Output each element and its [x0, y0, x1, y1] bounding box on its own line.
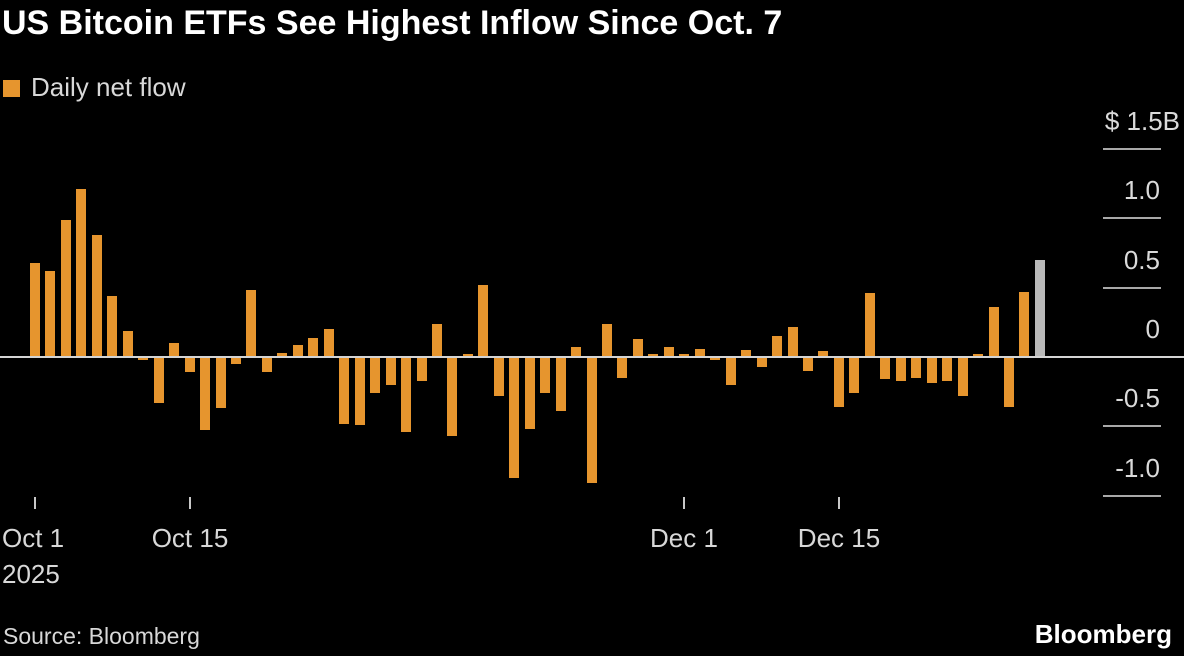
bloomberg-logo: Bloomberg [1034, 619, 1172, 649]
y-tick-label: 1.0 [1123, 175, 1160, 205]
bar [293, 345, 303, 357]
bar [849, 357, 859, 393]
bar [1019, 292, 1029, 357]
bar [788, 327, 798, 357]
bar [355, 357, 365, 425]
bar [231, 357, 241, 364]
y-gridline [1103, 148, 1161, 150]
y-gridline [1103, 287, 1161, 289]
bar [834, 357, 844, 407]
bar [1035, 260, 1045, 357]
bar [525, 357, 535, 429]
bar [200, 357, 210, 430]
y-gridline [1103, 425, 1161, 427]
bar [61, 220, 71, 357]
bar [154, 357, 164, 403]
bar [633, 339, 643, 357]
bar [277, 353, 287, 357]
bar [865, 293, 875, 357]
y-tick-label: $ 1.5B [1104, 106, 1180, 136]
bar [741, 350, 751, 357]
bar [308, 338, 318, 357]
bar [695, 349, 705, 357]
legend-swatch-icon [3, 80, 20, 97]
bar [45, 271, 55, 357]
bar [169, 343, 179, 357]
bar [896, 357, 906, 381]
bar [973, 354, 983, 357]
bar [571, 347, 581, 357]
bar [710, 357, 720, 360]
bar [648, 354, 658, 357]
x-tick-label: Dec 15 [797, 523, 881, 553]
y-tick-label: 0 [1145, 314, 1160, 344]
bar [958, 357, 968, 396]
bar [556, 357, 566, 411]
bar [417, 357, 427, 381]
x-tick [838, 497, 840, 509]
legend-label: Daily net flow [31, 72, 186, 102]
bar [602, 324, 612, 357]
bar [540, 357, 550, 393]
bar [262, 357, 272, 372]
bar [772, 336, 782, 357]
bar [494, 357, 504, 396]
bar [339, 357, 349, 424]
bar [370, 357, 380, 393]
bar [138, 357, 148, 360]
bar [989, 307, 999, 357]
bar [617, 357, 627, 378]
bar [911, 357, 921, 378]
zero-line [0, 356, 1184, 358]
bar [679, 354, 689, 357]
bar [92, 235, 102, 357]
x-tick [34, 497, 36, 509]
x-tick-label: Oct 15 [151, 523, 229, 553]
bar [324, 329, 334, 357]
chart-title: US Bitcoin ETFs See Highest Inflow Since… [2, 4, 783, 42]
legend: Daily net flow [3, 72, 186, 103]
bar [880, 357, 890, 379]
bar [76, 189, 86, 357]
y-gridline [1103, 217, 1161, 219]
bar [509, 357, 519, 478]
bar [587, 357, 597, 483]
x-tick [189, 497, 191, 509]
y-gridline [1103, 495, 1161, 497]
y-tick-label: -1.0 [1115, 453, 1160, 483]
bar [478, 285, 488, 357]
x-tick-label: Oct 1 2025 [2, 523, 65, 589]
bar [246, 290, 256, 357]
y-tick-label: -0.5 [1115, 383, 1160, 413]
bar [386, 357, 396, 385]
source-label: Source: Bloomberg [3, 623, 200, 649]
bar [123, 331, 133, 357]
bar [216, 357, 226, 408]
bar [107, 296, 117, 357]
bar [463, 354, 473, 357]
bar [432, 324, 442, 357]
y-tick-label: 0.5 [1123, 245, 1160, 275]
bar [927, 357, 937, 383]
bar [757, 357, 767, 367]
bar [818, 351, 828, 357]
bar [942, 357, 952, 381]
bar [447, 357, 457, 436]
x-tick-label: Dec 1 [650, 523, 718, 553]
bar [185, 357, 195, 372]
bar [726, 357, 736, 385]
bar [30, 263, 40, 357]
bar [803, 357, 813, 371]
bar [664, 347, 674, 357]
x-tick [683, 497, 685, 509]
bar [401, 357, 411, 432]
bar [1004, 357, 1014, 407]
